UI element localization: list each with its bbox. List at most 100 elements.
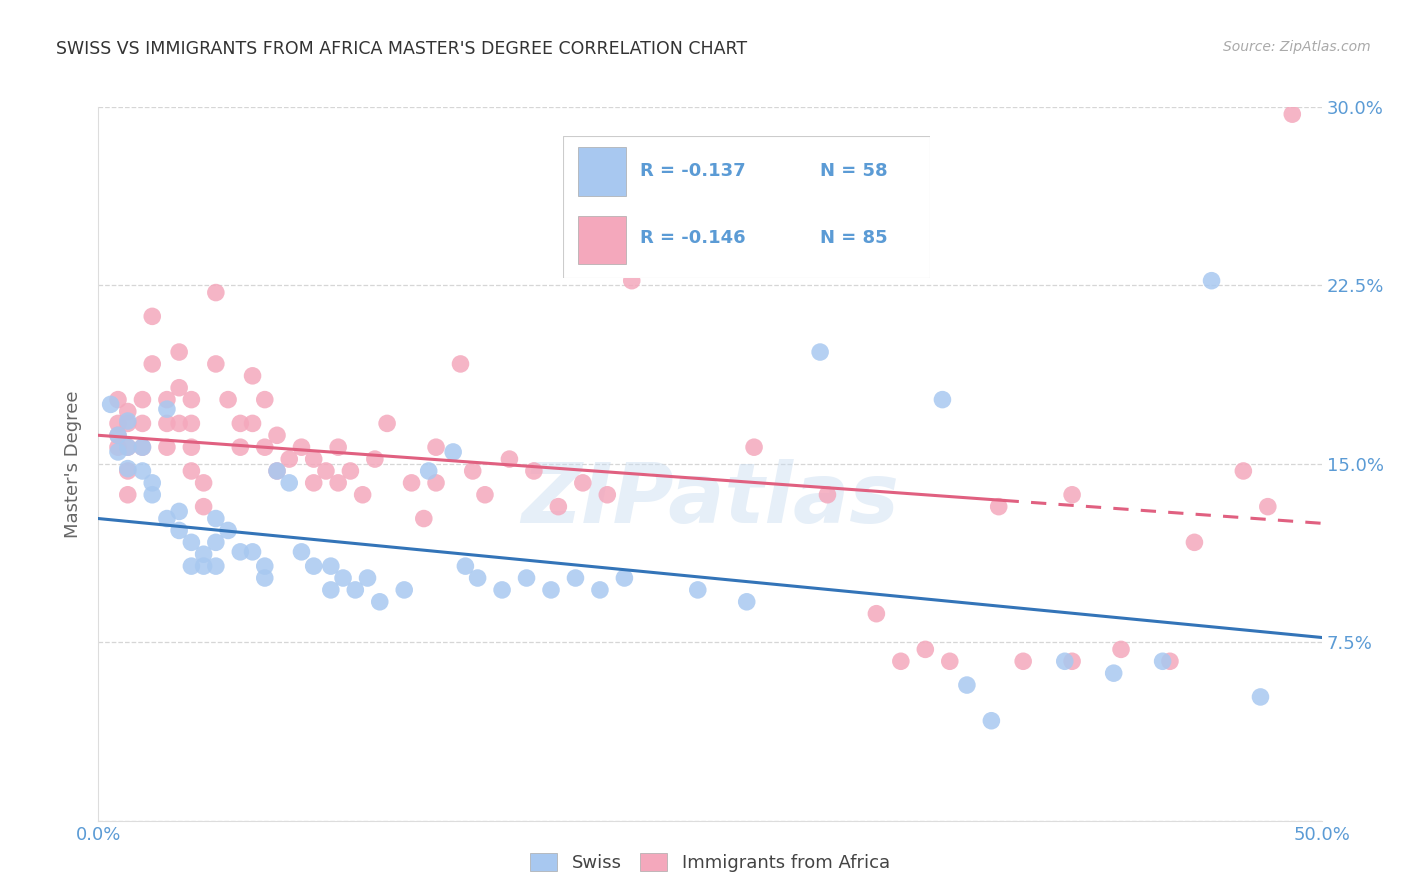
Point — [253, 559, 276, 574]
Point — [589, 582, 612, 597]
Point — [808, 345, 831, 359]
Point — [117, 461, 139, 475]
Point — [491, 582, 513, 597]
Point — [412, 511, 434, 525]
Point — [180, 559, 202, 574]
Point — [939, 654, 962, 668]
Point — [461, 464, 484, 478]
Point — [131, 440, 153, 454]
Point — [242, 368, 264, 383]
Point — [1053, 654, 1076, 668]
Point — [117, 464, 139, 478]
Point — [1159, 654, 1181, 668]
Point — [131, 464, 153, 478]
Point — [315, 464, 337, 478]
Point — [253, 571, 276, 585]
Point — [180, 440, 202, 454]
Point — [117, 414, 139, 428]
Point — [205, 357, 228, 371]
Point — [328, 440, 350, 454]
Point — [167, 504, 190, 518]
Point — [474, 488, 496, 502]
Point — [319, 559, 342, 574]
Point — [266, 428, 288, 442]
Point — [141, 488, 163, 502]
Point — [217, 392, 239, 407]
Point — [107, 440, 129, 454]
Point — [418, 464, 440, 478]
Text: ZIPatlas: ZIPatlas — [522, 459, 898, 540]
Point — [107, 445, 129, 459]
Point — [319, 582, 342, 597]
Point — [253, 440, 276, 454]
Point — [914, 642, 936, 657]
Point — [596, 488, 619, 502]
Point — [131, 392, 153, 407]
Point — [1232, 464, 1254, 478]
Point — [217, 524, 239, 538]
Point — [890, 654, 912, 668]
Point — [205, 559, 228, 574]
Point — [364, 452, 387, 467]
Point — [193, 475, 215, 490]
Point — [131, 440, 153, 454]
Text: Source: ZipAtlas.com: Source: ZipAtlas.com — [1223, 40, 1371, 54]
Point — [1184, 535, 1206, 549]
Point — [1102, 666, 1125, 681]
Point — [141, 310, 163, 324]
Point — [564, 571, 586, 585]
Point — [498, 452, 520, 467]
Point — [987, 500, 1010, 514]
Point — [450, 357, 472, 371]
Point — [547, 500, 569, 514]
Point — [392, 582, 416, 597]
Point — [156, 402, 179, 417]
Point — [229, 417, 252, 431]
Point — [1249, 690, 1271, 704]
Point — [695, 167, 717, 181]
Point — [931, 392, 953, 407]
Point — [1062, 488, 1084, 502]
Point — [117, 404, 139, 418]
Point — [229, 440, 252, 454]
Point — [1062, 654, 1084, 668]
Point — [156, 417, 179, 431]
Point — [352, 488, 374, 502]
Point — [1109, 642, 1132, 657]
Point — [167, 417, 190, 431]
Point — [572, 475, 595, 490]
Point — [278, 475, 301, 490]
Point — [735, 595, 758, 609]
Point — [686, 582, 709, 597]
Point — [131, 417, 153, 431]
Point — [193, 500, 215, 514]
Point — [467, 571, 489, 585]
Point — [515, 571, 537, 585]
Point — [107, 417, 129, 431]
Point — [375, 417, 398, 431]
Point — [401, 475, 423, 490]
Point — [302, 475, 325, 490]
Point — [339, 464, 361, 478]
Point — [368, 595, 391, 609]
Point — [107, 428, 129, 442]
Point — [205, 285, 228, 300]
Point — [180, 535, 202, 549]
Point — [156, 440, 179, 454]
Point — [1257, 500, 1279, 514]
Point — [180, 417, 202, 431]
Point — [117, 440, 139, 454]
Point — [454, 559, 477, 574]
Point — [768, 176, 790, 190]
Point — [167, 381, 190, 395]
Point — [205, 535, 228, 549]
Point — [107, 392, 129, 407]
Point — [242, 545, 264, 559]
Point — [302, 452, 325, 467]
Point — [266, 464, 288, 478]
Point — [156, 392, 179, 407]
Point — [1201, 274, 1223, 288]
Text: SWISS VS IMMIGRANTS FROM AFRICA MASTER'S DEGREE CORRELATION CHART: SWISS VS IMMIGRANTS FROM AFRICA MASTER'S… — [56, 40, 748, 58]
Point — [956, 678, 979, 692]
Point — [180, 464, 202, 478]
